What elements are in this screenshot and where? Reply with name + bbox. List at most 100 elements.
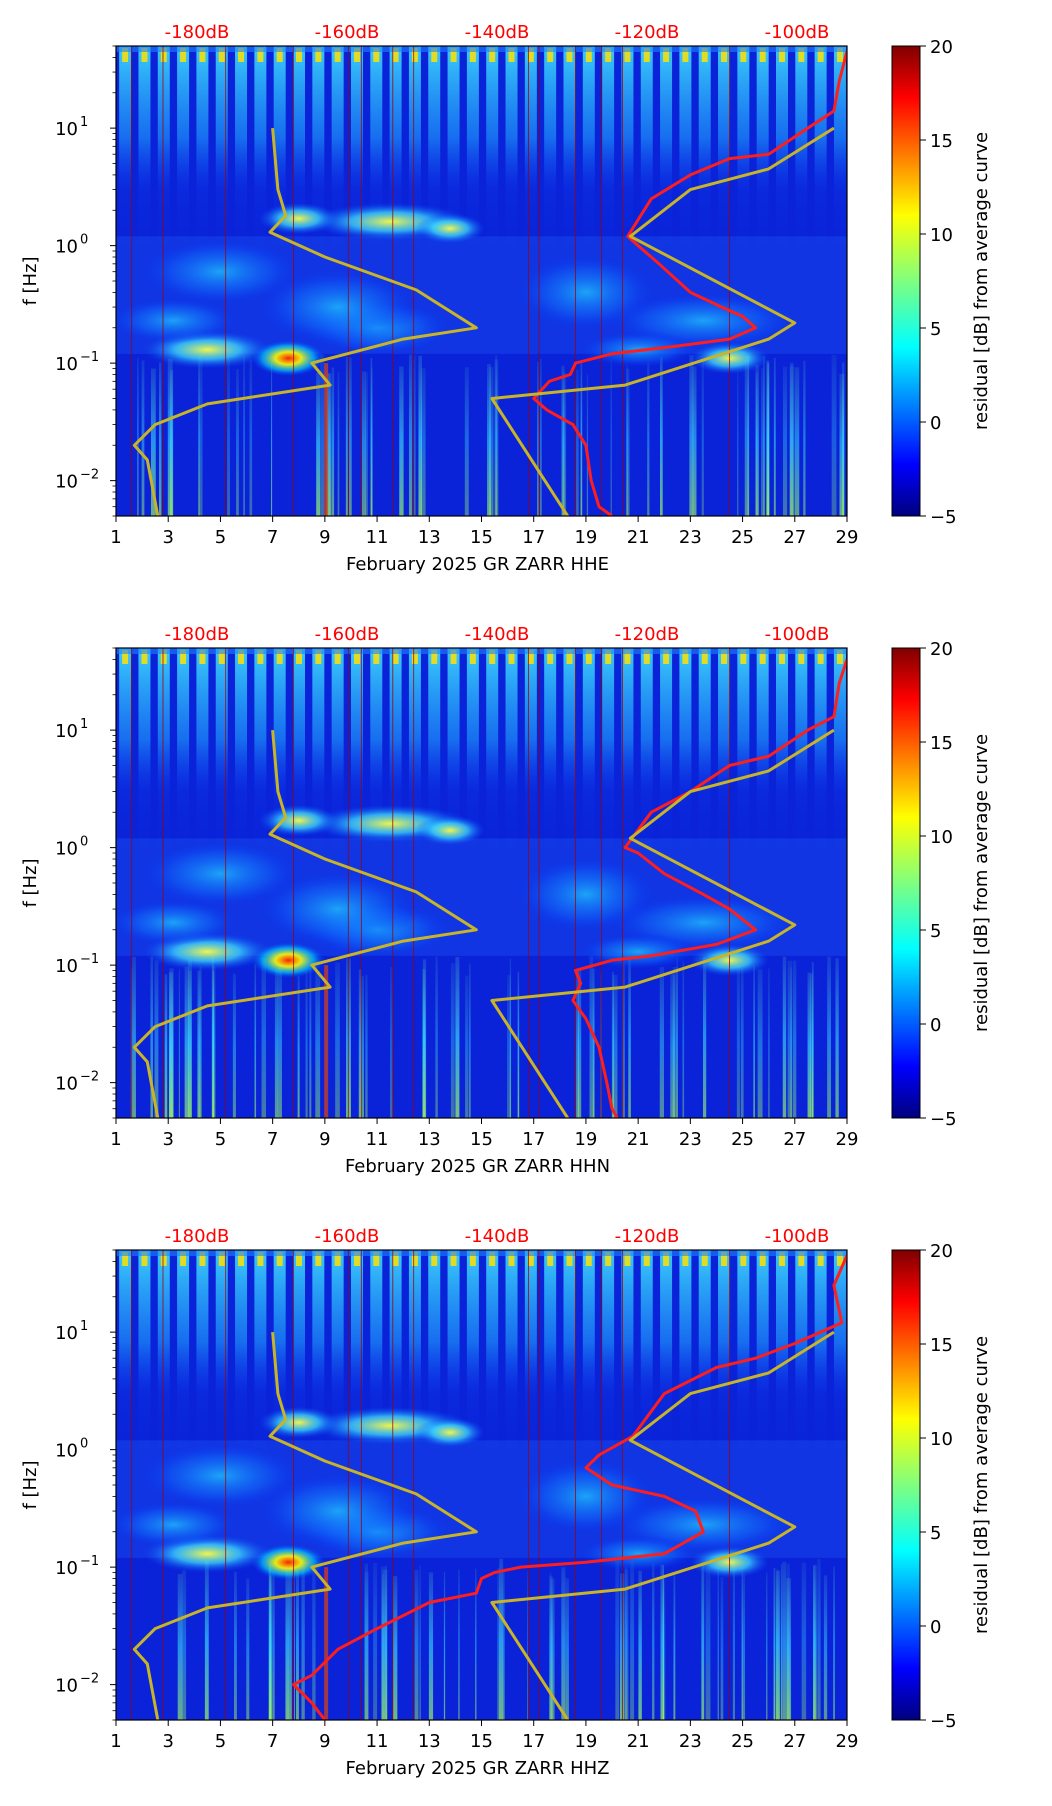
x-tick-label: 3 xyxy=(162,1731,173,1752)
daily-stripe-peak xyxy=(566,1252,573,1266)
daily-stripe-peak xyxy=(566,48,573,62)
transient-stripe xyxy=(757,969,763,1118)
transient-stripe xyxy=(211,956,215,1118)
daily-stripe xyxy=(196,648,209,854)
daily-stripe xyxy=(215,648,228,854)
x-tick-label: 15 xyxy=(470,527,493,548)
transient-stripe xyxy=(540,358,542,516)
daily-stripe xyxy=(428,1250,441,1456)
transient-stripe xyxy=(428,1572,434,1720)
daily-stripe-peak xyxy=(547,1252,554,1266)
transient-stripe xyxy=(320,354,325,516)
red-column xyxy=(324,1567,329,1720)
red-column xyxy=(324,363,329,516)
colorbar xyxy=(891,647,921,1119)
x-tick-label: 27 xyxy=(783,1129,806,1150)
x-tick-label: 25 xyxy=(731,527,754,548)
daily-stripe xyxy=(737,1250,750,1456)
daily-stripe xyxy=(138,648,151,854)
daily-stripe xyxy=(408,1250,421,1456)
transient-stripe xyxy=(701,358,704,516)
daily-stripe-peak xyxy=(199,48,206,62)
daily-stripe-peak xyxy=(508,48,515,62)
energy-blob xyxy=(257,269,418,346)
transient-stripe xyxy=(458,1569,460,1720)
db-scale-label: -180dB xyxy=(165,1226,230,1247)
daily-stripe xyxy=(254,46,267,252)
daily-stripe-peak xyxy=(585,650,592,664)
daily-stripe xyxy=(293,46,306,252)
daily-stripe-peak xyxy=(180,1252,187,1266)
energy-blob xyxy=(251,942,326,979)
transient-stripe xyxy=(717,1561,719,1720)
daily-stripe xyxy=(370,46,383,252)
daily-stripe-peak xyxy=(218,1252,225,1266)
daily-stripe xyxy=(331,46,344,252)
daily-stripe-peak xyxy=(238,48,245,62)
transient-stripe xyxy=(337,371,340,516)
energy-blob xyxy=(251,1544,326,1581)
transient-stripe xyxy=(812,1565,815,1720)
transient-stripe xyxy=(768,968,770,1118)
daily-stripe-peak xyxy=(180,650,187,664)
daily-stripe-peak xyxy=(238,650,245,664)
transient-stripe xyxy=(592,968,595,1118)
transient-stripe xyxy=(507,974,511,1118)
y-tick-label-exp: −2 xyxy=(80,468,99,483)
top-strip xyxy=(116,1250,847,1256)
transient-stripe xyxy=(198,354,203,516)
daily-stripe-peak xyxy=(778,48,785,62)
energy-blob xyxy=(140,238,301,305)
transient-stripe xyxy=(794,367,800,516)
daily-stripe-peak xyxy=(701,650,708,664)
daily-stripe-peak xyxy=(836,1252,843,1266)
daily-stripe xyxy=(350,46,363,252)
colorbar-tick-label: 0 xyxy=(930,1617,941,1638)
plot-area xyxy=(116,648,847,1118)
daily-stripe xyxy=(177,648,190,854)
db-scale-label: -180dB xyxy=(165,624,230,645)
transient-stripe xyxy=(550,1578,555,1720)
transient-stripe xyxy=(370,357,373,516)
daily-stripe-peak xyxy=(798,48,805,62)
transient-stripe xyxy=(611,971,615,1118)
transient-stripe xyxy=(741,1573,746,1720)
transient-stripe xyxy=(839,373,845,516)
transient-stripe xyxy=(371,368,373,516)
daily-stripe xyxy=(814,1250,827,1456)
x-tick-label: 19 xyxy=(574,1129,597,1150)
y-axis-label: f [Hz] xyxy=(20,858,41,907)
x-tick-label: 13 xyxy=(418,1731,441,1752)
daily-stripe-peak xyxy=(334,48,341,62)
daily-stripe-peak xyxy=(817,650,824,664)
energy-blob xyxy=(116,1501,239,1548)
daily-stripe-peak xyxy=(701,1252,708,1266)
transient-stripe xyxy=(233,1571,237,1720)
y-axis-label: f [Hz] xyxy=(20,256,41,305)
transient-stripe xyxy=(662,1565,664,1720)
noise-model-curve xyxy=(132,127,478,516)
daily-stripe xyxy=(640,648,653,854)
transient-stripe xyxy=(670,974,675,1118)
daily-stripe xyxy=(466,648,479,854)
daily-stripe xyxy=(486,1250,499,1456)
colorbar-tick-label: 15 xyxy=(930,131,953,152)
db-scale-label: -100dB xyxy=(765,22,830,43)
top-strip xyxy=(116,46,847,52)
transient-stripe xyxy=(586,374,589,516)
daily-stripe-peak xyxy=(701,48,708,62)
transient-stripe xyxy=(177,1573,183,1720)
transient-stripe xyxy=(527,1570,529,1720)
transient-stripe xyxy=(823,1575,828,1720)
transient-stripe xyxy=(575,971,580,1118)
y-tick-label-base: 10 xyxy=(55,956,78,977)
daily-stripe-peak xyxy=(759,48,766,62)
daily-stripe-peak xyxy=(411,1252,418,1266)
y-tick-label-base: 10 xyxy=(55,721,78,742)
x-tick-label: 7 xyxy=(267,1129,278,1150)
energy-blob xyxy=(116,899,239,946)
daily-stripe xyxy=(331,648,344,854)
x-tick-label: 19 xyxy=(574,527,597,548)
transient-stripe xyxy=(537,361,540,516)
